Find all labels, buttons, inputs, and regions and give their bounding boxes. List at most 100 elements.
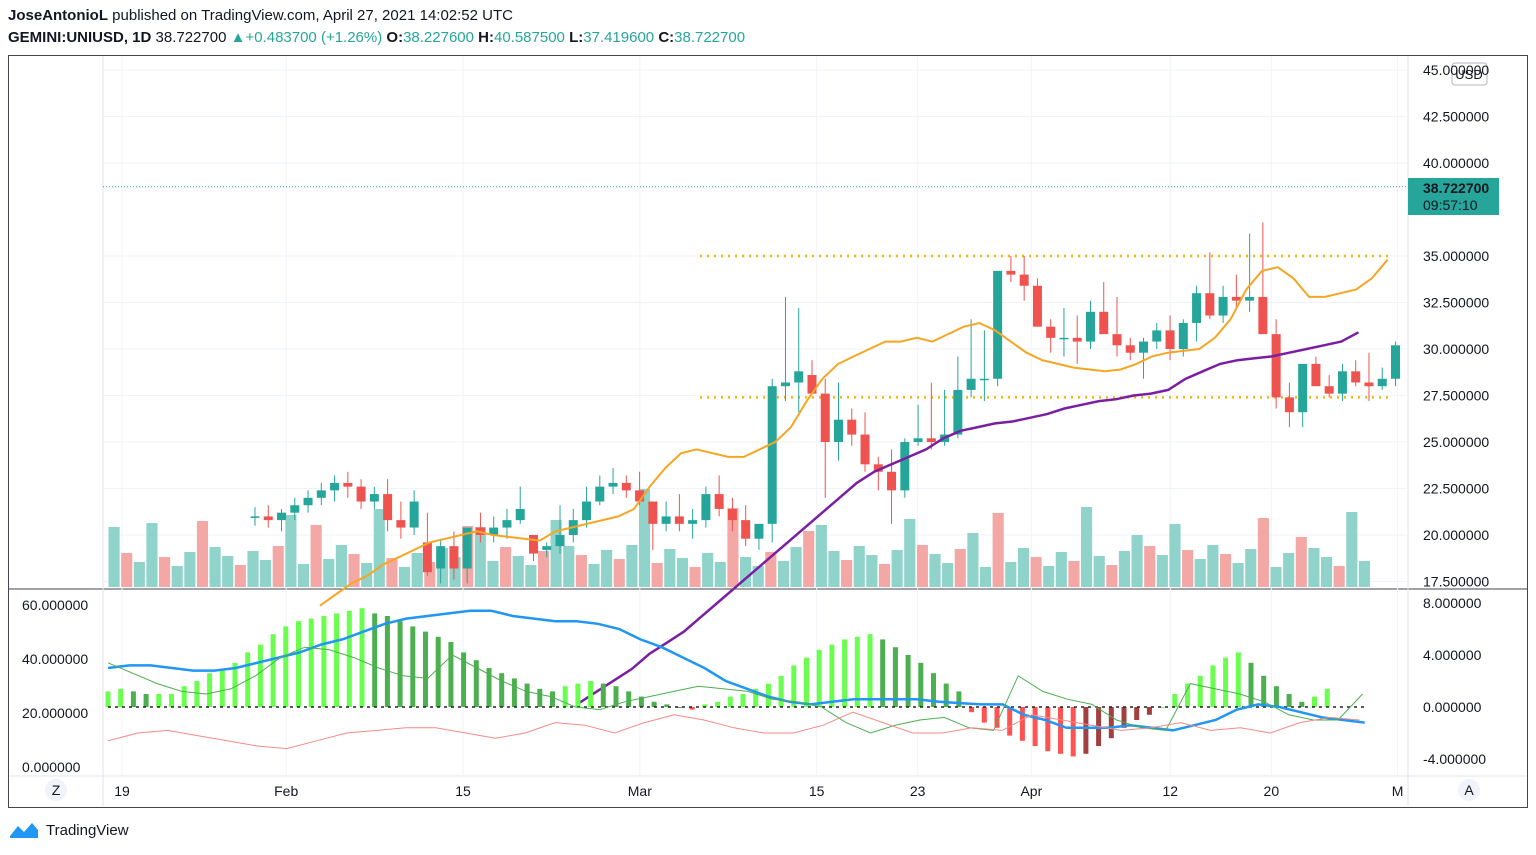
footer-brand[interactable]: TradingView xyxy=(46,821,129,839)
candle-body xyxy=(820,393,830,442)
volume-bar xyxy=(1194,559,1206,587)
volume-bar xyxy=(916,545,928,587)
volume-bar xyxy=(815,525,827,587)
histogram-bar xyxy=(1070,707,1076,757)
candle-body xyxy=(582,501,592,521)
price-tick-label: 45.000000 xyxy=(1423,62,1489,78)
price-label-countdown: 09:57:10 xyxy=(1423,197,1478,213)
volume-bar xyxy=(285,515,297,587)
chart-frame[interactable] xyxy=(8,55,1528,808)
histogram-bar xyxy=(1146,707,1152,715)
histogram-bar xyxy=(562,686,568,707)
histogram-bar xyxy=(969,707,975,713)
histogram-bar xyxy=(829,644,835,707)
osc-right-tick: 8.000000 xyxy=(1423,595,1482,611)
histogram-bar xyxy=(651,701,657,707)
low-value: 37.419600 xyxy=(583,29,655,46)
osc-right-tick: 4.000000 xyxy=(1423,647,1482,663)
low-label: L: xyxy=(569,29,584,46)
close-label: C: xyxy=(658,29,675,46)
histogram-bar xyxy=(905,655,911,707)
z-button[interactable]: Z xyxy=(52,782,61,798)
candle-body xyxy=(847,419,857,435)
candle-body xyxy=(807,375,817,394)
candle-body xyxy=(727,508,737,521)
candle-body xyxy=(1311,363,1321,387)
candle-body xyxy=(701,494,711,521)
candle-body xyxy=(263,516,273,521)
histogram-bar xyxy=(1108,707,1114,739)
ema-fast-line xyxy=(319,259,1389,607)
volume-bar xyxy=(1283,553,1295,587)
z-button-bg[interactable] xyxy=(45,779,67,801)
histogram-bar xyxy=(1312,696,1317,707)
histogram-bar xyxy=(880,639,886,707)
histogram-bar xyxy=(715,701,721,707)
candle-body xyxy=(396,520,406,528)
time-tick-label: 12 xyxy=(1163,783,1179,799)
histogram-bar xyxy=(626,691,632,707)
volume-bar xyxy=(424,562,436,587)
a-button[interactable]: A xyxy=(1464,782,1474,798)
candle-body xyxy=(462,527,472,569)
histogram-bar xyxy=(1032,707,1038,746)
volume-bar xyxy=(1093,556,1105,587)
histogram-bar xyxy=(1197,675,1203,707)
histogram-bar xyxy=(753,688,759,707)
volume-bar xyxy=(1030,557,1042,587)
volume-bar xyxy=(512,556,524,587)
candle-body xyxy=(635,490,645,502)
a-button-bg[interactable] xyxy=(1458,779,1480,801)
candle-body xyxy=(661,516,671,524)
candle-body xyxy=(674,516,684,524)
osc-right-tick: 0.000000 xyxy=(1423,699,1482,715)
histogram-bar xyxy=(1019,707,1025,741)
footer: TradingView xyxy=(8,820,129,840)
histogram-bar xyxy=(918,662,924,707)
volume-bar xyxy=(1358,561,1370,587)
candle-body xyxy=(993,270,1003,379)
candle-body xyxy=(754,523,764,539)
candle-body xyxy=(1085,311,1095,342)
volume-bar xyxy=(765,552,777,587)
candle-body xyxy=(436,546,446,569)
histogram-bar xyxy=(791,665,797,707)
currency-label: USD xyxy=(1455,67,1482,82)
volume-bar xyxy=(398,567,411,587)
currency-badge[interactable] xyxy=(1451,62,1488,86)
histogram-bar xyxy=(1121,707,1127,728)
signal-line xyxy=(107,646,1363,734)
candle-body xyxy=(542,546,552,550)
volume-bar xyxy=(676,558,688,587)
volume-bar xyxy=(601,550,613,587)
candle-body xyxy=(1337,371,1347,394)
volume-bar xyxy=(1156,555,1168,587)
volume-bar xyxy=(588,564,600,587)
volume-bar xyxy=(1106,565,1118,587)
candle-body xyxy=(1324,386,1334,394)
histogram-bar xyxy=(778,675,784,707)
tradingview-logo-icon[interactable] xyxy=(8,820,40,840)
volume-bar xyxy=(537,551,550,587)
histogram-bar xyxy=(943,683,949,707)
histogram-bar xyxy=(1083,707,1089,754)
time-tick-label: M xyxy=(1392,783,1404,799)
candle-body xyxy=(1218,296,1228,316)
histogram-bar xyxy=(384,616,390,707)
histogram-bar xyxy=(473,660,479,707)
volume-bar xyxy=(171,566,183,587)
price-tick-label: 42.500000 xyxy=(1423,109,1489,125)
volume-bar xyxy=(575,555,587,587)
histogram-bar xyxy=(207,673,213,707)
volume-bar xyxy=(525,565,537,587)
histogram-bar xyxy=(550,691,555,707)
candle-body xyxy=(926,438,936,442)
volume-bar xyxy=(563,546,575,587)
histogram-bar xyxy=(194,681,200,707)
candle-body xyxy=(316,490,326,498)
volume-bar xyxy=(664,549,676,587)
volume-bar xyxy=(272,546,284,587)
author-name[interactable]: JoseAntonioL xyxy=(8,7,108,24)
time-tick-label: 20 xyxy=(1264,783,1280,799)
